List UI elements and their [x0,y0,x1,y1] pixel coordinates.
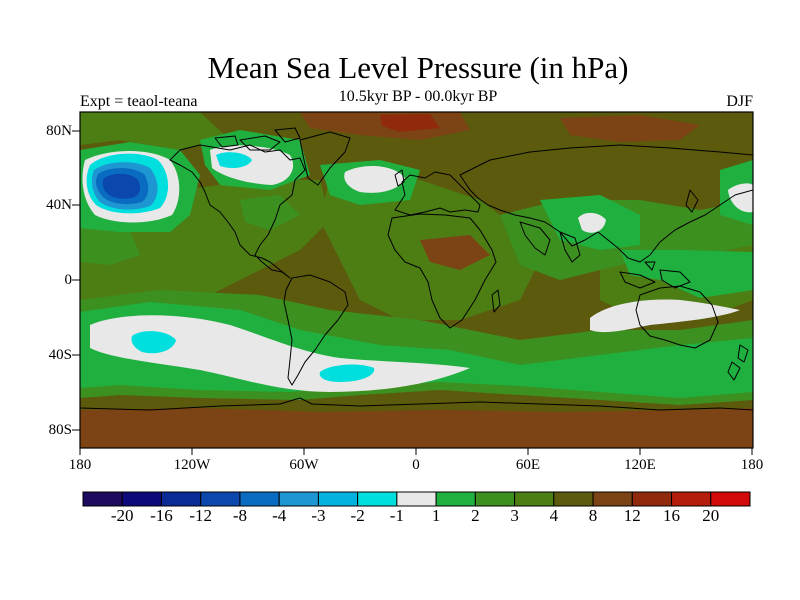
anomaly-region-near-zero [728,183,753,213]
colorbar-label: 20 [702,506,720,525]
lat-label-80n: 80N [46,123,72,139]
anomaly-region-near-zero [344,166,405,193]
colorbar-box [239,491,280,507]
lon-label-0: 0 [412,457,420,473]
coastline-europe-africa [394,171,481,216]
colorbar-label: -1 [389,506,404,525]
colorbar-label: 4 [549,506,559,525]
coastline-south-america [283,274,349,386]
axis-ticks [72,130,753,455]
anomaly-region-cyan [131,331,176,354]
colorbar-label: -8 [232,506,248,525]
colorbar-box [396,491,437,507]
coastline-greenland [299,131,351,186]
plot-subtitle: 10.5kyr BP - 00.0kyr BP [338,88,498,105]
coastline-indonesia [619,261,691,289]
lat-label-40s: 40S [48,347,72,363]
colorbar-label: 16 [663,506,681,525]
colorbar-label: -20 [110,506,134,525]
coastline-africa [387,213,497,329]
lat-label-80s: 80S [48,422,72,438]
colorbar-box [514,491,555,507]
colorbar-label: 8 [588,506,598,525]
anomaly-region-dark-brown [560,115,700,142]
colorbar-label: -3 [311,506,326,525]
season-label: DJF [726,93,753,110]
colorbar-label: -4 [272,506,287,525]
coastline-australia [635,285,719,349]
lat-label-40n: 40N [46,197,72,213]
colorbar-box [671,491,712,507]
lon-label-120e: 120E [624,457,656,473]
colorbar-box [710,491,751,507]
lat-label-0: 0 [64,272,73,288]
colorbar-label: 1 [431,506,441,525]
map-plot-area [80,112,753,448]
colorbar-label: 3 [510,506,519,525]
coastline-antarctica [80,397,753,411]
colorbar-label: 2 [471,506,480,525]
anomaly-region-cyan [319,364,375,382]
anomaly-region-dark-brown [80,408,753,448]
colorbar [82,491,751,507]
anomaly-region-near-zero [578,212,606,233]
coastline-japan [685,189,699,213]
anomaly-region-red-brown [380,114,440,132]
colorbar-box [357,491,398,507]
colorbar-box [160,491,202,507]
lon-label-60e: 60E [515,457,541,473]
coastline-new-zealand [727,344,749,381]
colorbar-box [435,491,476,507]
colorbar-label: -2 [350,506,365,525]
colorbar-label: -16 [150,506,173,525]
colorbar-box [631,491,673,507]
coastlines [80,127,753,411]
anomaly-region-cyan [216,152,252,168]
colorbar-box [121,491,162,507]
coastline-asia [459,144,753,263]
colorbar-label: -12 [189,506,213,525]
anomaly-region-dark-blue [102,173,140,199]
colorbar-box [200,491,241,507]
coastline-india [519,221,581,263]
anomaly-region-green [80,225,140,265]
anomaly-region-near-zero [590,299,740,333]
colorbar-box [474,491,516,507]
colorbar-label: 12 [623,506,641,525]
anomaly-region-near-zero [90,315,470,392]
anomaly-region-mid-green [80,112,230,150]
colorbar-box [592,491,633,507]
lon-label-180e: 180 [740,457,764,473]
colorbar-box [553,491,594,507]
colorbar-box [317,491,359,507]
lon-label-60w: 60W [289,457,319,473]
coastline-arctic-islands [214,127,301,151]
anomaly-region-green [240,195,300,230]
coastline-north-america [169,144,306,279]
colorbar-box [82,491,123,507]
pressure-field [80,112,753,448]
coastline-madagascar [491,289,501,313]
anomaly-region-dark-brown [420,235,490,270]
experiment-label: Expt = teaol-teana [80,93,198,110]
plot-title: Mean Sea Level Pressure (in hPa) [207,50,629,85]
colorbar-box [278,491,319,507]
lon-label-180w: 180 [68,457,92,473]
coastline-uk [394,169,405,187]
lon-label-120w: 120W [173,457,211,473]
